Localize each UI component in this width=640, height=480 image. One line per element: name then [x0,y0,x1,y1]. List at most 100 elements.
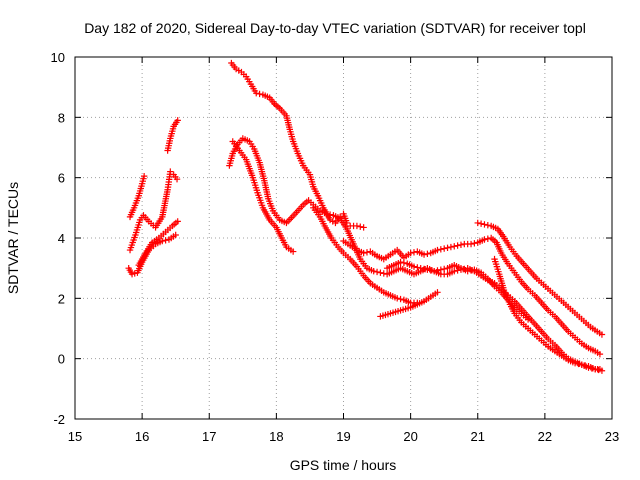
data-point [370,267,377,275]
data-point [397,295,404,303]
chart-title: Day 182 of 2020, Sidereal Day-to-day VTE… [84,20,586,36]
data-point [440,265,448,273]
data-point [481,221,488,228]
data-point [434,289,441,296]
data-point [420,251,428,258]
data-point [571,359,579,367]
data-point [373,268,381,276]
data-point [451,267,458,275]
data-point [474,219,481,227]
data-point [407,249,414,257]
data-point [363,249,371,256]
data-point [430,267,438,275]
y-tick-label: 2 [58,291,65,306]
data-point [397,258,404,266]
data-points [125,59,606,374]
x-tick-label: 15 [68,429,82,444]
data-point [454,267,461,274]
data-point [172,231,179,239]
data-point [174,218,181,225]
data-point [444,244,451,252]
x-tick-label: 23 [605,429,619,444]
data-point [440,245,448,252]
data-point [417,264,424,272]
data-point [424,266,431,273]
data-point [377,269,384,276]
axis-ticks: 15 16 17 18 19 20 21 22 23 -2 0 2 4 6 8 10 [51,50,620,444]
data-point [467,240,475,248]
data-point [434,246,441,254]
data-point [410,249,418,256]
data-point [140,172,148,180]
y-tick-label: -2 [53,412,65,427]
data-point [457,241,465,248]
data-point [253,90,260,97]
data-point [326,211,334,218]
data-point [353,222,361,230]
x-tick-label: 19 [336,429,350,444]
series-track-g [226,135,604,373]
series-track-d [135,218,181,269]
data-point [360,249,367,257]
x-tick-label: 20 [403,429,417,444]
data-point [434,267,441,274]
y-tick-label: 8 [58,110,65,125]
data-point [595,366,602,374]
data-point [481,236,488,243]
data-point [575,360,582,368]
y-tick-label: 6 [58,171,65,186]
series-track-e [164,117,181,154]
series-track-j [377,289,441,320]
data-point [424,250,431,258]
data-point [585,364,592,371]
data-point [484,221,492,229]
data-point [380,270,387,277]
data-point [400,259,408,267]
data-point [159,237,166,245]
data-point [162,237,169,244]
data-point [410,263,418,270]
x-tick-label: 21 [471,429,485,444]
x-tick-label: 16 [135,429,149,444]
series-track-c [125,231,179,278]
y-tick-label: 0 [58,352,65,367]
data-point [471,240,478,247]
data-point [592,366,599,373]
data-point [451,243,458,250]
data-point [256,90,263,98]
data-point [414,264,421,271]
data-point [464,267,471,275]
data-point [437,246,445,253]
series-track-a [126,172,148,221]
y-tick-label: 10 [51,50,65,65]
data-point [173,175,181,183]
data-point [323,210,330,218]
series-track-b [126,168,181,254]
data-point [437,266,445,273]
series-track-f [228,59,367,231]
series-track-m [383,258,532,323]
x-axis-label: GPS time / hours [290,457,397,473]
data-point [447,243,455,251]
y-axis-label: SDTVAR / TECUs [5,182,21,294]
data-point [394,295,401,302]
data-point [420,265,428,273]
data-point [467,267,475,274]
x-tick-label: 17 [202,429,216,444]
data-point [454,242,461,249]
x-tick-label: 22 [538,429,552,444]
series-track-k [340,234,604,358]
series-track-l [474,219,606,338]
series-track-n [491,255,606,374]
x-tick-label: 18 [269,429,283,444]
series-track-h [229,138,297,255]
data-point [484,235,492,242]
data-point [588,365,596,372]
y-tick-label: 4 [58,231,65,246]
data-point [427,267,434,274]
data-point [174,117,181,124]
data-point [357,223,364,230]
data-point [360,224,367,231]
data-point [289,248,297,255]
